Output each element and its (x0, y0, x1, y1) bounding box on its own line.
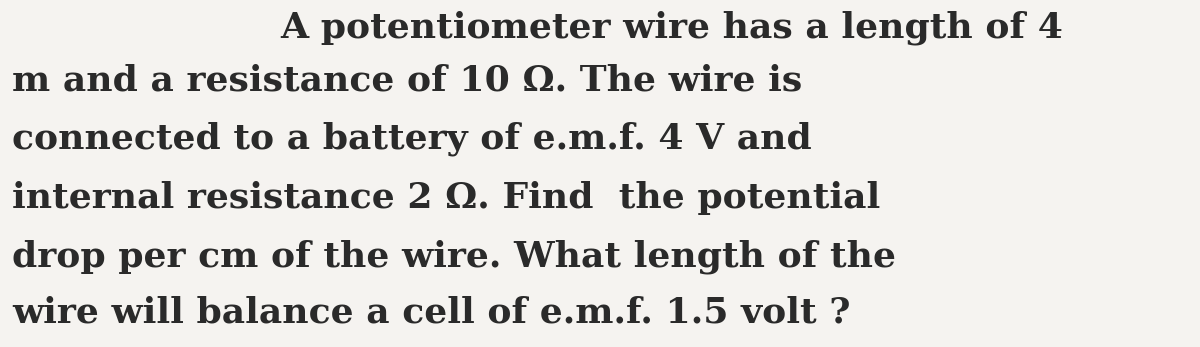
Text: wire will balance a cell of e.m.f. 1.5 volt ?: wire will balance a cell of e.m.f. 1.5 v… (12, 296, 851, 330)
Text: m and a resistance of 10 Ω. The wire is: m and a resistance of 10 Ω. The wire is (12, 63, 803, 97)
Text: drop per cm of the wire. What length of the: drop per cm of the wire. What length of … (12, 240, 896, 274)
Text: connected to a battery of e.m.f. 4 V and: connected to a battery of e.m.f. 4 V and (12, 122, 811, 156)
Text: A potentiometer wire has a length of 4: A potentiometer wire has a length of 4 (281, 11, 1063, 45)
Text: internal resistance 2 Ω. Find  the potential: internal resistance 2 Ω. Find the potent… (12, 181, 881, 215)
